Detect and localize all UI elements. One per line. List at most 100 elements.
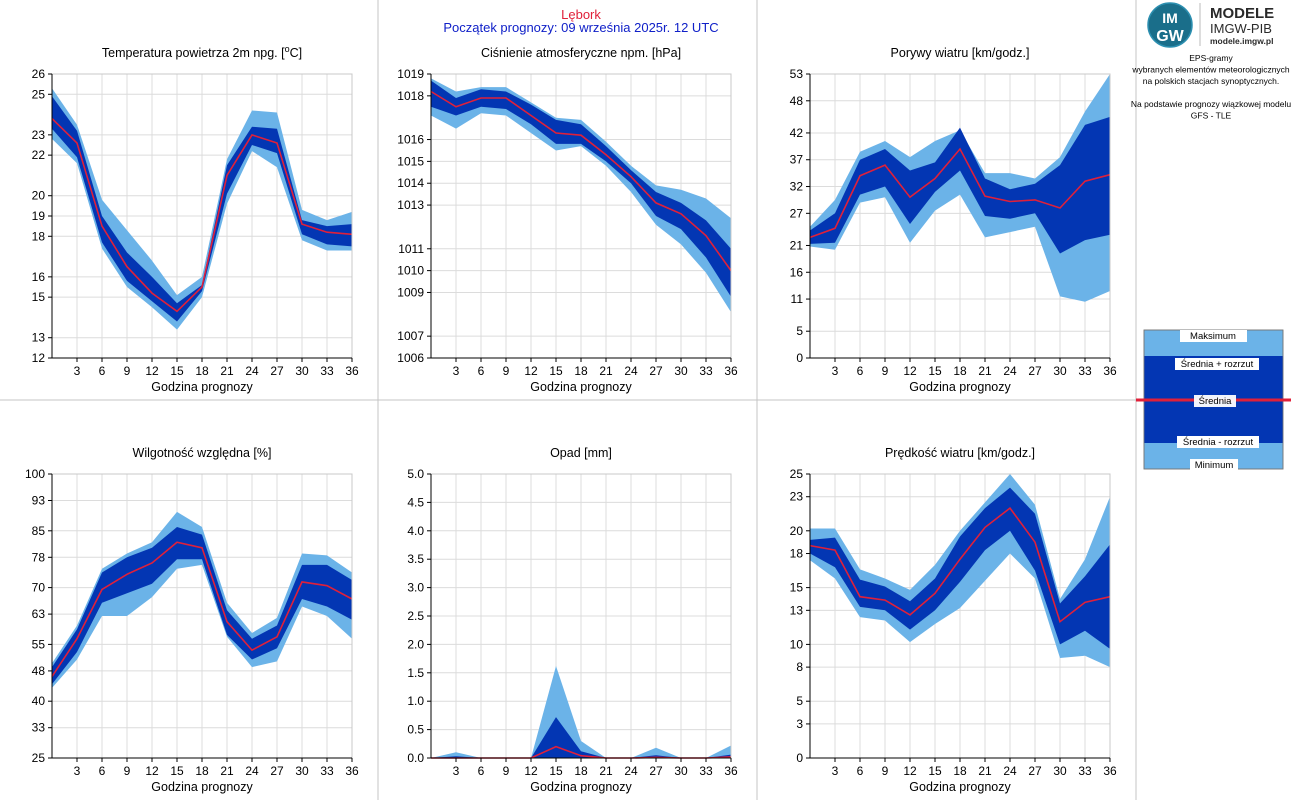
y-tick-label: 33 bbox=[32, 721, 46, 735]
y-tick-label: 23 bbox=[790, 490, 804, 504]
x-tick-label: 6 bbox=[857, 764, 864, 778]
band-spread bbox=[431, 80, 731, 297]
x-axis-label: Godzina prognozy bbox=[151, 380, 253, 394]
y-tick-label: 18 bbox=[790, 547, 804, 561]
x-tick-label: 18 bbox=[574, 364, 588, 378]
y-tick-label: 15 bbox=[32, 290, 46, 304]
y-tick-label: 0.5 bbox=[407, 723, 424, 737]
x-tick-label: 30 bbox=[674, 364, 688, 378]
y-tick-label: 1014 bbox=[397, 176, 424, 190]
y-tick-label: 55 bbox=[32, 637, 46, 651]
mean-line bbox=[809, 147, 1111, 239]
y-tick-label: 1007 bbox=[397, 329, 424, 343]
x-axis-label: Godzina prognozy bbox=[530, 380, 632, 394]
y-tick-label: 2.5 bbox=[407, 609, 424, 623]
y-tick-label: 25 bbox=[32, 87, 46, 101]
y-tick-label: 3 bbox=[796, 717, 803, 731]
logo-title: MODELE bbox=[1210, 5, 1274, 22]
x-tick-label: 21 bbox=[599, 364, 613, 378]
x-tick-label: 33 bbox=[320, 764, 334, 778]
x-tick-label: 6 bbox=[478, 764, 485, 778]
y-tick-label: 13 bbox=[790, 603, 804, 617]
y-tick-label: 1.0 bbox=[407, 694, 424, 708]
x-tick-label: 3 bbox=[74, 764, 81, 778]
x-tick-label: 33 bbox=[699, 764, 713, 778]
x-tick-label: 15 bbox=[170, 364, 184, 378]
x-tick-label: 21 bbox=[220, 764, 234, 778]
y-tick-label: 70 bbox=[32, 581, 46, 595]
x-tick-label: 3 bbox=[453, 764, 460, 778]
y-tick-label: 5.0 bbox=[407, 467, 424, 481]
x-tick-label: 30 bbox=[1053, 364, 1067, 378]
x-tick-label: 33 bbox=[1078, 764, 1092, 778]
x-tick-label: 30 bbox=[295, 364, 309, 378]
x-tick-label: 15 bbox=[928, 364, 942, 378]
y-tick-label: 26 bbox=[32, 67, 46, 81]
x-tick-label: 36 bbox=[345, 764, 359, 778]
y-tick-label: 40 bbox=[32, 694, 46, 708]
x-tick-label: 27 bbox=[649, 364, 663, 378]
x-tick-label: 27 bbox=[270, 764, 284, 778]
x-tick-label: 9 bbox=[503, 364, 510, 378]
y-tick-label: 8 bbox=[796, 660, 803, 674]
x-tick-label: 12 bbox=[524, 764, 538, 778]
chart-title: Temperatura powietrza 2m npg. [oC] bbox=[102, 44, 302, 60]
y-tick-label: 93 bbox=[32, 494, 46, 508]
logo-mark-bottom: GW bbox=[1156, 28, 1184, 45]
y-tick-label: 1018 bbox=[397, 89, 424, 103]
x-tick-label: 15 bbox=[170, 764, 184, 778]
y-tick-label: 100 bbox=[25, 467, 45, 481]
y-tick-label: 85 bbox=[32, 524, 46, 538]
x-tick-label: 15 bbox=[928, 764, 942, 778]
chart-title: Porywy wiatru [km/godz.] bbox=[891, 46, 1030, 60]
imgw-logo: IM GW MODELE IMGW-PIB modele.imgw.pl bbox=[1147, 2, 1274, 48]
x-tick-label: 12 bbox=[145, 364, 159, 378]
logo-mark-top: IM bbox=[1162, 10, 1178, 26]
x-tick-label: 30 bbox=[674, 764, 688, 778]
x-tick-label: 21 bbox=[599, 764, 613, 778]
y-tick-label: 1015 bbox=[397, 154, 424, 168]
chart-title: Prędkość wiatru [km/godz.] bbox=[885, 446, 1035, 460]
y-tick-label: 3.5 bbox=[407, 552, 424, 566]
x-tick-label: 6 bbox=[99, 764, 106, 778]
y-tick-label: 20 bbox=[32, 189, 46, 203]
y-tick-label: 1013 bbox=[397, 198, 424, 212]
y-tick-label: 5 bbox=[796, 694, 803, 708]
y-tick-label: 16 bbox=[32, 270, 46, 284]
x-tick-label: 3 bbox=[832, 364, 839, 378]
legend-plus: Średnia + rozrzut bbox=[1181, 358, 1254, 370]
y-tick-label: 48 bbox=[790, 94, 804, 108]
y-tick-label: 0.0 bbox=[407, 751, 424, 765]
x-tick-label: 18 bbox=[195, 764, 209, 778]
x-tick-label: 36 bbox=[1103, 764, 1117, 778]
y-tick-label: 25 bbox=[790, 467, 804, 481]
legend-mean: Średnia bbox=[1199, 395, 1232, 407]
x-tick-label: 9 bbox=[882, 364, 889, 378]
y-tick-label: 13 bbox=[32, 331, 46, 345]
x-tick-label: 3 bbox=[453, 364, 460, 378]
y-tick-label: 12 bbox=[32, 351, 46, 365]
x-axis-label: Godzina prognozy bbox=[909, 380, 1011, 394]
y-tick-label: 19 bbox=[32, 209, 46, 223]
y-tick-label: 22 bbox=[32, 148, 46, 162]
logo-subtitle: IMGW-PIB bbox=[1210, 21, 1272, 36]
x-tick-label: 24 bbox=[245, 364, 259, 378]
info-line: EPS-gramy bbox=[1189, 53, 1233, 63]
x-tick-label: 3 bbox=[832, 764, 839, 778]
x-tick-label: 18 bbox=[953, 364, 967, 378]
y-tick-label: 37 bbox=[790, 153, 804, 167]
x-axis-label: Godzina prognozy bbox=[909, 780, 1011, 794]
y-tick-label: 53 bbox=[790, 67, 804, 81]
chart-pres: Ciśnienie atmosferyczne npm. [hPa] 1006 10… bbox=[397, 46, 738, 394]
mean-line bbox=[430, 90, 732, 272]
x-tick-label: 24 bbox=[1003, 764, 1017, 778]
forecast-start: Początek prognozy: 09 września 2025r. 12… bbox=[443, 20, 718, 35]
mean-line bbox=[51, 541, 353, 678]
y-tick-label: 48 bbox=[32, 664, 46, 678]
legend-max-label-bg bbox=[1180, 330, 1247, 342]
legend-max: Maksimum bbox=[1190, 331, 1236, 342]
y-tick-label: 4.5 bbox=[407, 495, 424, 509]
logo-site: modele.imgw.pl bbox=[1210, 36, 1273, 46]
x-tick-label: 33 bbox=[320, 364, 334, 378]
